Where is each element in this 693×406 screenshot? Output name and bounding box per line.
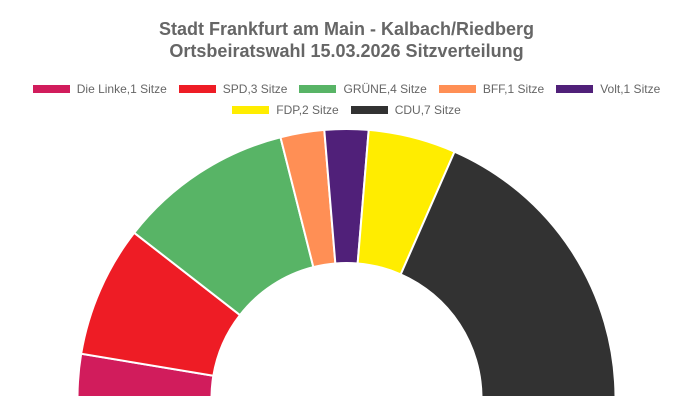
legend-item-volt[interactable]: Volt,1 Sitze <box>556 82 660 96</box>
legend-swatch <box>232 106 270 114</box>
legend-swatch <box>556 85 594 93</box>
legend-item-fdp[interactable]: FDP,2 Sitze <box>232 103 339 117</box>
legend-swatch <box>350 106 388 114</box>
seat-distribution-half-donut <box>76 128 617 396</box>
legend-label: FDP,2 Sitze <box>276 103 339 117</box>
legend-swatch <box>178 85 216 93</box>
legend-item-bff[interactable]: BFF,1 Sitze <box>438 82 545 96</box>
legend-label: CDU,7 Sitze <box>394 103 461 117</box>
legend-swatch <box>299 85 337 93</box>
legend-label: BFF,1 Sitze <box>482 82 545 96</box>
chart-title-line-1: Stadt Frankfurt am Main - Kalbach/Riedbe… <box>158 19 535 39</box>
legend-swatch <box>32 85 70 93</box>
slice-cdu[interactable] <box>399 150 617 396</box>
legend-label: GRÜNE,4 Sitze <box>343 82 427 96</box>
legend-item-gruene[interactable]: GRÜNE,4 Sitze <box>299 82 427 96</box>
legend-swatch <box>438 85 476 93</box>
legend-label: Die Linke,1 Sitze <box>76 82 167 96</box>
legend-label: SPD,3 Sitze <box>222 82 288 96</box>
legend-label: Volt,1 Sitze <box>600 82 661 96</box>
chart-title-line-2: Ortsbeiratswahl 15.03.2026 Sitzverteilun… <box>169 41 524 61</box>
legend-item-spd[interactable]: SPD,3 Sitze <box>178 82 288 96</box>
legend-row-2: FDP,2 Sitze CDU,7 Sitze <box>0 103 693 117</box>
legend-row-1: Die Linke,1 Sitze SPD,3 Sitze GRÜNE,4 Si… <box>0 82 693 96</box>
legend-item-die-linke[interactable]: Die Linke,1 Sitze <box>32 82 167 96</box>
legend-item-cdu[interactable]: CDU,7 Sitze <box>350 103 461 117</box>
donut-slices <box>76 128 617 396</box>
